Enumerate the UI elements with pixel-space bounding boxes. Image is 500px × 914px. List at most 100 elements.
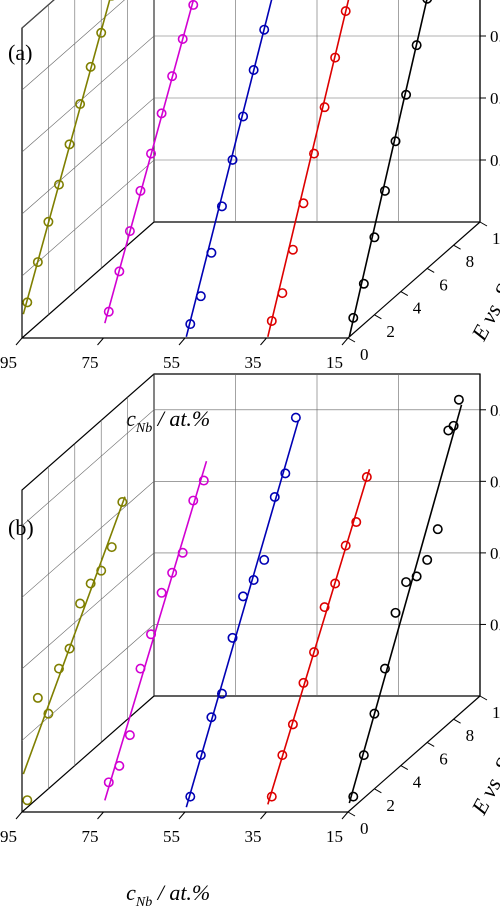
data-point xyxy=(266,315,277,326)
y-axis-line xyxy=(347,221,481,339)
data-point xyxy=(298,677,309,688)
data-point xyxy=(390,136,401,147)
wall-frame xyxy=(21,0,481,338)
data-point xyxy=(340,540,351,551)
panel-label-a: (a) xyxy=(8,40,32,65)
data-point xyxy=(96,27,107,38)
data-point xyxy=(106,542,117,553)
data-point xyxy=(369,708,380,719)
x-tick-label: 35 xyxy=(245,827,262,846)
data-point xyxy=(167,567,178,578)
data-point xyxy=(124,226,135,237)
data-point xyxy=(185,319,196,330)
data-point xyxy=(85,61,96,72)
data-point xyxy=(96,565,107,576)
data-point xyxy=(135,663,146,674)
z-tick-label: 0.4 xyxy=(490,89,500,108)
data-point xyxy=(280,468,291,479)
data-point xyxy=(443,425,454,436)
y-tick xyxy=(347,337,356,343)
x-tick xyxy=(341,811,349,820)
data-point xyxy=(361,471,372,482)
y-tick xyxy=(426,267,435,273)
y-tick-label: 6 xyxy=(439,275,448,294)
wall-frame xyxy=(21,373,481,812)
y-tick-label: 8 xyxy=(466,252,475,271)
y-tick xyxy=(374,314,382,320)
z-grid-line xyxy=(21,552,480,670)
z-tick-label: 0.6 xyxy=(490,27,500,46)
data-point xyxy=(348,312,359,323)
x-tick xyxy=(15,811,23,820)
data-point xyxy=(358,750,369,761)
z-grid-line xyxy=(21,0,55,29)
y-tick-label: 8 xyxy=(466,726,475,745)
data-point xyxy=(188,495,199,506)
data-point xyxy=(64,643,75,654)
z-grid-line xyxy=(21,409,480,527)
x-axis-title: cNb / at.% xyxy=(126,406,210,436)
data-point xyxy=(43,216,54,227)
x-tick-label: 75 xyxy=(82,827,99,846)
data-point xyxy=(259,24,270,35)
data-point xyxy=(156,587,167,598)
z-grid-line xyxy=(21,0,125,91)
left-floor-edge xyxy=(21,221,155,339)
data-point xyxy=(453,394,464,405)
data-point xyxy=(114,760,125,771)
data-point xyxy=(348,791,359,802)
data-point xyxy=(330,52,341,63)
y-tick-label: 10 xyxy=(492,229,500,248)
z-tick-label: 0.6 xyxy=(490,472,500,491)
fit-line xyxy=(22,496,126,775)
x-tick-label: 15 xyxy=(326,827,343,846)
data-point xyxy=(43,708,54,719)
data-point xyxy=(53,663,64,674)
x-tick-label: 55 xyxy=(163,827,180,846)
data-point xyxy=(259,554,270,565)
y-tick xyxy=(400,765,409,771)
data-point xyxy=(287,719,298,730)
data-point xyxy=(248,64,259,75)
y-tick xyxy=(400,291,409,297)
y-tick xyxy=(453,244,461,250)
data-point xyxy=(146,629,157,640)
data-point xyxy=(287,244,298,255)
data-point xyxy=(290,412,301,423)
y-tick xyxy=(479,221,488,227)
data-point xyxy=(238,111,249,122)
y-tick-label: 0 xyxy=(360,345,369,364)
data-point xyxy=(22,795,33,806)
z-tick-label: 0.4 xyxy=(490,544,500,563)
x-tick-label: 15 xyxy=(326,353,343,372)
z-tick-label: 0.8 xyxy=(490,401,500,420)
data-point xyxy=(135,185,146,196)
data-point xyxy=(198,475,209,486)
data-point xyxy=(248,574,259,585)
data-point xyxy=(32,692,43,703)
fit-line xyxy=(104,460,208,801)
y-tick-label: 4 xyxy=(413,299,422,318)
x-tick xyxy=(260,811,267,820)
data-point xyxy=(103,306,114,317)
x-tick xyxy=(341,337,349,346)
data-point xyxy=(32,257,43,268)
data-point xyxy=(277,288,288,299)
data-point xyxy=(448,420,459,431)
data-point xyxy=(64,139,75,150)
data-point xyxy=(185,791,196,802)
x-tick-label: 95 xyxy=(0,827,17,846)
data-point xyxy=(227,632,238,643)
data-point xyxy=(401,577,412,588)
data-point xyxy=(369,232,380,243)
data-point xyxy=(340,6,351,17)
fit-line xyxy=(22,0,111,315)
data-point xyxy=(411,571,422,582)
data-point xyxy=(216,201,227,212)
data-point xyxy=(75,99,86,110)
y-tick xyxy=(374,788,382,794)
x-tick-label: 95 xyxy=(0,353,17,372)
y-tick xyxy=(426,741,435,747)
